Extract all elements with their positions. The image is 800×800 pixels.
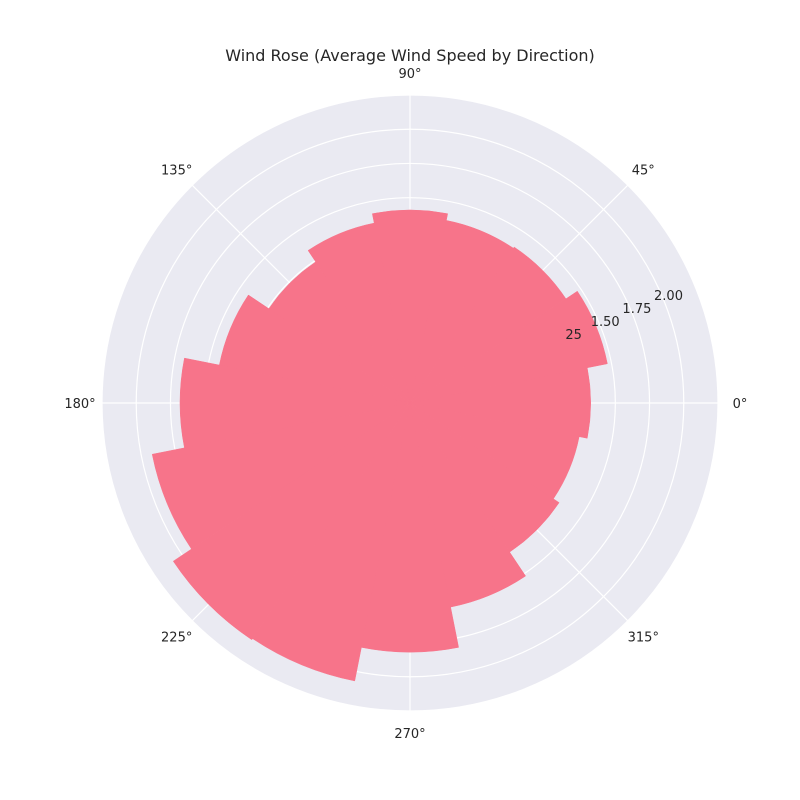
radial-tick-label: 25	[565, 328, 582, 343]
wind-bar	[172, 402, 411, 641]
wind-bar	[409, 402, 526, 608]
angle-tick-label: 45°	[632, 164, 655, 179]
angle-tick-label: 270°	[394, 727, 425, 742]
angle-tick-label: 180°	[64, 397, 95, 412]
wind-bar	[409, 246, 567, 404]
radial-tick-label: 1.50	[591, 315, 620, 330]
labels-layer: 0° 45° 90° 135° 180° 225° 270° 315° 25 1.501.752.…	[64, 67, 747, 742]
wind-bar	[307, 222, 411, 404]
wind-bar	[409, 402, 580, 500]
wind-bar	[372, 209, 448, 404]
bars-layer	[151, 209, 608, 682]
angle-tick-label: 135°	[161, 164, 192, 179]
radial-tick-label: 2.00	[654, 289, 683, 304]
chart-title: Wind Rose (Average Wind Speed by Directi…	[225, 46, 595, 65]
angle-tick-label: 0°	[733, 397, 748, 412]
angle-tick-label: 315°	[628, 630, 659, 645]
radial-tick-label: 1.75	[622, 302, 651, 317]
wind-bar	[409, 402, 560, 553]
angle-tick-label: 90°	[398, 67, 421, 82]
angle-tick-label: 225°	[161, 630, 192, 645]
wind-bar	[361, 402, 459, 653]
wind-bar	[409, 290, 608, 404]
wind-bar	[252, 402, 411, 682]
